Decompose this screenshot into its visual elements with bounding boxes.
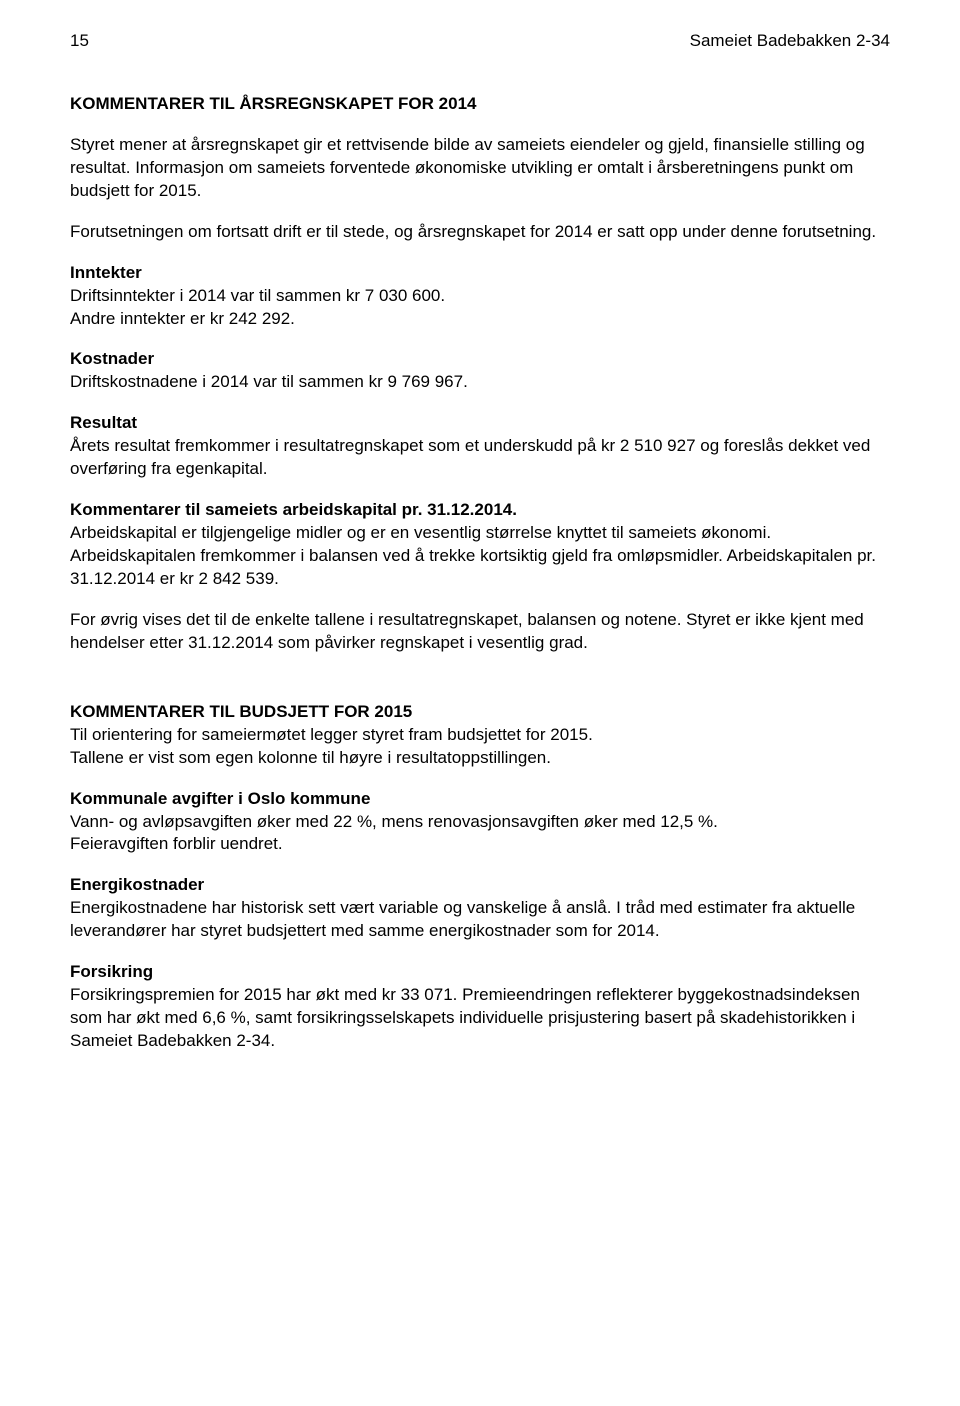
title-1-text: KOMMENTARER TIL ÅRSREGNSKAPET FOR 2014 <box>70 94 476 113</box>
text-kommunale-1: Vann- og avløpsavgiften øker med 22 %, m… <box>70 811 890 834</box>
text-budsjett-1: Til orientering for sameiermøtet legger … <box>70 724 890 747</box>
section-title-1: KOMMENTARER TIL ÅRSREGNSKAPET FOR 2014 <box>70 93 890 116</box>
heading-inntekter: Inntekter <box>70 262 890 285</box>
section-energi: Energikostnader Energikostnadene har his… <box>70 874 890 943</box>
text-energi: Energikostnadene har historisk sett vært… <box>70 897 890 943</box>
heading-kostnader: Kostnader <box>70 348 890 371</box>
text-budsjett-2: Tallene er vist som egen kolonne til høy… <box>70 747 890 770</box>
section-kostnader: Kostnader Driftskostnadene i 2014 var ti… <box>70 348 890 394</box>
section-inntekter: Inntekter Driftsinntekter i 2014 var til… <box>70 262 890 331</box>
title-2-text: KOMMENTARER TIL BUDSJETT FOR 2015 <box>70 702 412 721</box>
section-resultat: Resultat Årets resultat fremkommer i res… <box>70 412 890 481</box>
text-kommentarer: Arbeidskapital er tilgjengelige midler o… <box>70 522 890 591</box>
section-forsikring: Forsikring Forsikringspremien for 2015 h… <box>70 961 890 1053</box>
page-number: 15 <box>70 30 89 53</box>
heading-forsikring: Forsikring <box>70 961 890 984</box>
text-inntekter-1: Driftsinntekter i 2014 var til sammen kr… <box>70 285 890 308</box>
text-forsikring: Forsikringspremien for 2015 har økt med … <box>70 984 890 1053</box>
text-resultat: Årets resultat fremkommer i resultatregn… <box>70 435 890 481</box>
page-header: 15 Sameiet Badebakken 2-34 <box>70 30 890 53</box>
paragraph-intro: Styret mener at årsregnskapet gir et ret… <box>70 134 890 203</box>
heading-resultat: Resultat <box>70 412 890 435</box>
heading-kommentarer: Kommentarer til sameiets arbeidskapital … <box>70 499 890 522</box>
heading-energi: Energikostnader <box>70 874 890 897</box>
section-kommunale: Kommunale avgifter i Oslo kommune Vann- … <box>70 788 890 857</box>
section-title-2: KOMMENTARER TIL BUDSJETT FOR 2015 <box>70 701 890 724</box>
section-kommentarer-arbeidskapital: Kommentarer til sameiets arbeidskapital … <box>70 499 890 591</box>
text-inntekter-2: Andre inntekter er kr 242 292. <box>70 308 890 331</box>
paragraph-forovrig: For øvrig vises det til de enkelte talle… <box>70 609 890 655</box>
text-kommunale-2: Feieravgiften forblir uendret. <box>70 833 890 856</box>
paragraph-forutsetning: Forutsetningen om fortsatt drift er til … <box>70 221 890 244</box>
text-kostnader: Driftskostnadene i 2014 var til sammen k… <box>70 371 890 394</box>
doc-title: Sameiet Badebakken 2-34 <box>690 30 890 53</box>
heading-kommunale: Kommunale avgifter i Oslo kommune <box>70 788 890 811</box>
